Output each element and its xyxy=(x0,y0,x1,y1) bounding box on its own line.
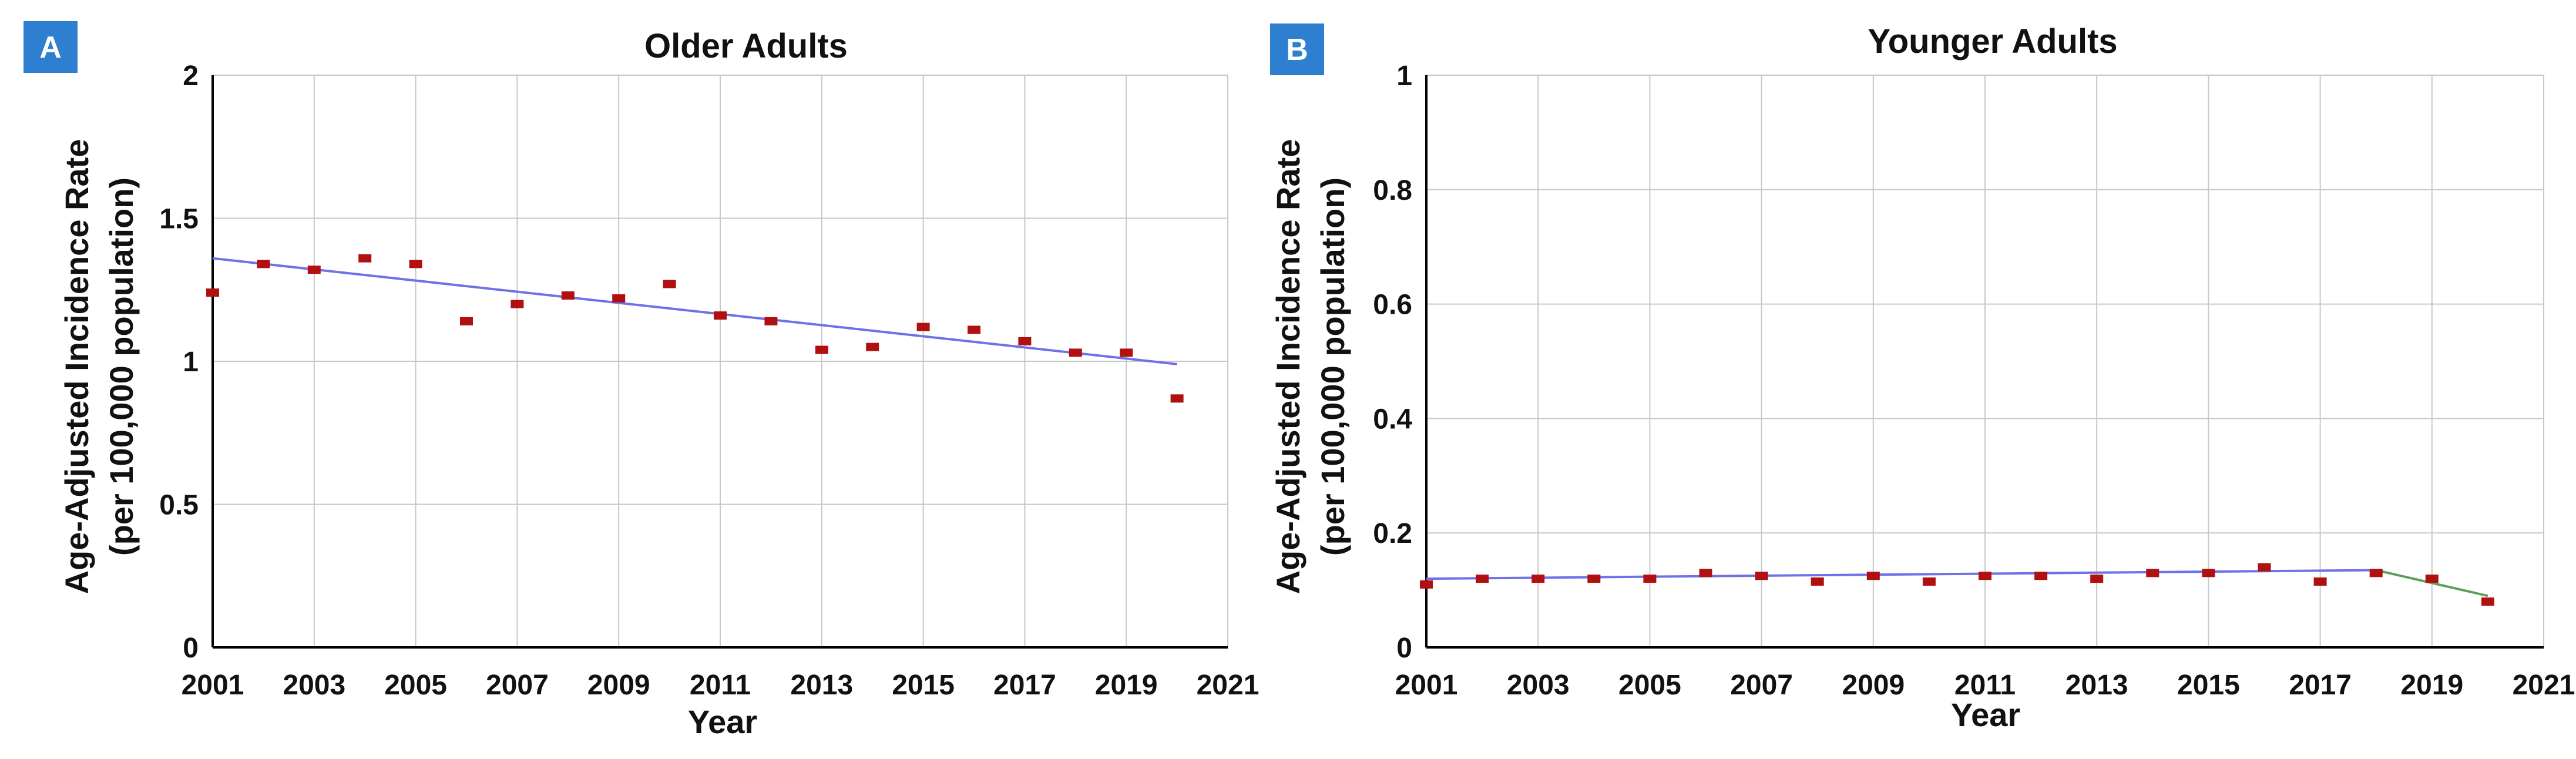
data-point-2010 xyxy=(663,280,676,288)
data-point-2018 xyxy=(2369,569,2383,577)
panel-a-badge xyxy=(23,21,78,73)
x-tick-label: 2013 xyxy=(2065,670,2128,701)
data-point-2010 xyxy=(1922,577,1936,586)
panel-b-title: Younger Adults xyxy=(1868,22,2117,61)
panel-a: A Older Adults Year Age-Adjusted Inciden… xyxy=(23,21,1259,740)
panel-b-badge-label: B xyxy=(1286,33,1308,67)
y-tick-label: 2 xyxy=(183,61,199,92)
data-point-2019 xyxy=(1120,348,1133,357)
x-tick-label: 2019 xyxy=(2400,670,2463,701)
x-tick-label: 2001 xyxy=(1395,670,1458,701)
data-point-2017 xyxy=(2313,577,2327,586)
x-tick-label: 2005 xyxy=(1618,670,1681,701)
y-tick-label: 0.5 xyxy=(159,490,199,521)
x-tick-label: 2013 xyxy=(790,670,853,701)
x-tick-label: 2003 xyxy=(283,670,345,701)
data-point-2016 xyxy=(968,325,980,334)
panel-b-badge xyxy=(1270,23,1324,75)
data-point-2019 xyxy=(2425,575,2439,583)
data-point-2005 xyxy=(409,260,422,268)
panel-b-xlabel: Year xyxy=(1951,696,2020,733)
data-point-2003 xyxy=(307,266,321,274)
data-point-2014 xyxy=(866,342,879,351)
data-point-2009 xyxy=(612,294,626,303)
x-tick-label: 2007 xyxy=(1730,670,1793,701)
panel-a-xlabel: Year xyxy=(688,703,757,740)
data-point-2002 xyxy=(1476,575,1489,583)
x-tick-label: 2011 xyxy=(690,670,751,701)
data-point-2011 xyxy=(1979,572,1991,580)
x-tick-label: 2009 xyxy=(1842,670,1905,701)
y-tick-label: 1 xyxy=(183,347,199,378)
data-point-2020 xyxy=(1170,394,1184,403)
y-tick-label: 1.5 xyxy=(159,204,199,235)
panel-a-plot: 2001 2003 2005 2007 2009 2011 2013 2015 2017 2019… xyxy=(159,61,1259,701)
x-tick-label: 2005 xyxy=(384,670,447,701)
data-point-2003 xyxy=(1532,575,1545,583)
x-tick-label: 2001 xyxy=(182,670,244,701)
data-point-2020 xyxy=(2481,597,2494,606)
x-tick-label: 2015 xyxy=(892,670,955,701)
x-tick-label: 2017 xyxy=(2289,670,2352,701)
x-tick-label: 2015 xyxy=(2177,670,2240,701)
panel-b: B Younger Adults Year Age-Adjusted Incid… xyxy=(1269,22,2575,733)
x-tick-label: 2021 xyxy=(2513,670,2575,701)
y-tick-label: 0 xyxy=(1396,633,1412,664)
data-point-2013 xyxy=(2090,575,2104,583)
data-point-2004 xyxy=(358,254,372,263)
y-tick-label: 0.4 xyxy=(1373,404,1412,435)
y-tick-label: 0 xyxy=(183,633,199,664)
panel-a-title: Older Adults xyxy=(644,27,848,65)
x-tick-label: 2017 xyxy=(993,670,1056,701)
x-tick-label: 2011 xyxy=(1954,670,2016,701)
panel-a-badge-label: A xyxy=(39,31,62,65)
data-point-2008 xyxy=(561,291,575,300)
panel-b-ylabel-line1: Age-Adjusted Incidence Rate xyxy=(1269,139,1307,595)
y-tick-label: 1 xyxy=(1396,61,1412,92)
data-point-2008 xyxy=(1811,577,1824,586)
data-point-2005 xyxy=(1643,575,1657,583)
data-point-2004 xyxy=(1587,575,1601,583)
y-tick-label: 0.2 xyxy=(1373,518,1412,549)
data-point-2009 xyxy=(1866,572,1880,580)
trend-segment-2 xyxy=(2376,569,2488,597)
data-point-2007 xyxy=(511,300,524,308)
panel-a-ylabel-line2: (per 100,000 population) xyxy=(103,177,140,556)
data-point-2013 xyxy=(815,345,828,354)
x-tick-label: 2019 xyxy=(1095,670,1158,701)
data-point-2012 xyxy=(2034,572,2048,580)
data-point-2015 xyxy=(2202,569,2215,577)
data-point-2007 xyxy=(1755,572,1768,580)
data-point-2011 xyxy=(714,311,727,320)
data-point-2002 xyxy=(257,260,270,268)
panel-a-ylabel-line1: Age-Adjusted Incidence Rate xyxy=(58,139,95,595)
data-point-2001 xyxy=(206,288,219,297)
x-tick-label: 2003 xyxy=(1507,670,1570,701)
data-point-2016 xyxy=(2258,563,2271,572)
data-point-2012 xyxy=(764,317,778,325)
data-point-2015 xyxy=(916,323,930,331)
data-point-2006 xyxy=(460,317,473,325)
panel-b-plot: 2001 2003 2005 2007 2009 2011 2013 2015 2017 2019… xyxy=(1373,61,2575,701)
data-point-2006 xyxy=(1699,569,1712,577)
data-point-2017 xyxy=(1018,337,1032,345)
y-tick-label: 0.6 xyxy=(1373,290,1412,321)
panel-b-ylabel-line2: (per 100,000 population) xyxy=(1314,177,1351,556)
x-tick-label: 2009 xyxy=(587,670,650,701)
y-tick-label: 0.8 xyxy=(1373,175,1412,206)
data-point-2014 xyxy=(2146,569,2159,577)
data-point-2018 xyxy=(1069,348,1082,357)
trend-segment-1 xyxy=(212,257,1177,365)
trend-segment-1 xyxy=(1426,569,2376,580)
data-point-2001 xyxy=(1420,580,1433,589)
x-tick-label: 2007 xyxy=(486,670,549,701)
x-tick-label: 2021 xyxy=(1197,670,1260,701)
